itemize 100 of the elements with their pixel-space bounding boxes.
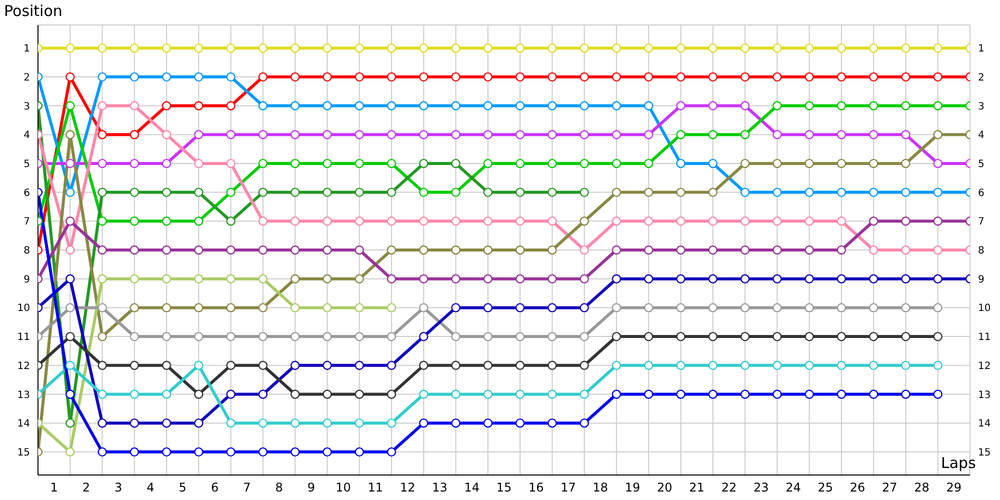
point xyxy=(708,216,718,226)
x-tick-label: 15 xyxy=(496,480,512,495)
point xyxy=(483,303,493,312)
point xyxy=(98,447,107,457)
point xyxy=(708,43,718,53)
point xyxy=(258,43,268,53)
x-tick-label: 23 xyxy=(753,480,769,495)
point xyxy=(483,188,493,197)
point xyxy=(901,245,910,255)
y2-tick-label: 10 xyxy=(978,303,991,314)
point xyxy=(419,390,428,399)
point xyxy=(772,216,782,226)
point xyxy=(194,72,204,82)
point xyxy=(386,245,396,255)
point xyxy=(322,188,332,197)
point xyxy=(354,390,364,399)
point xyxy=(515,332,525,342)
point xyxy=(290,158,300,168)
point xyxy=(226,216,236,226)
point xyxy=(804,390,814,399)
x-axis-title: Laps xyxy=(941,454,976,472)
point xyxy=(322,303,332,312)
point xyxy=(580,158,589,168)
point xyxy=(419,418,428,428)
point xyxy=(451,216,460,226)
point xyxy=(933,216,942,226)
point xyxy=(901,360,910,370)
point xyxy=(515,245,525,255)
point xyxy=(194,101,204,110)
point xyxy=(258,303,268,312)
point xyxy=(933,390,942,399)
point xyxy=(130,245,140,255)
point xyxy=(354,303,364,312)
point xyxy=(226,274,236,284)
point xyxy=(515,43,525,53)
point xyxy=(868,72,878,82)
point xyxy=(258,332,268,342)
point xyxy=(580,130,589,140)
point xyxy=(804,188,814,197)
point xyxy=(483,216,493,226)
point xyxy=(933,245,942,255)
point xyxy=(804,130,814,140)
point xyxy=(386,43,396,53)
point xyxy=(130,332,140,342)
point xyxy=(98,101,107,110)
point xyxy=(515,158,525,168)
point xyxy=(772,188,782,197)
point xyxy=(194,360,204,370)
point xyxy=(451,390,460,399)
point xyxy=(162,418,172,428)
point xyxy=(451,130,460,140)
point xyxy=(386,101,396,110)
point xyxy=(66,43,75,53)
point xyxy=(868,274,878,284)
y-tick-label: 12 xyxy=(17,360,30,372)
point xyxy=(386,274,396,284)
point xyxy=(740,216,750,226)
point xyxy=(130,130,140,140)
point xyxy=(612,43,622,53)
point xyxy=(836,216,846,226)
point xyxy=(483,101,493,110)
x-tick-label: 4 xyxy=(146,480,154,495)
x-tick-label: 26 xyxy=(850,480,866,495)
point xyxy=(194,303,204,312)
point xyxy=(483,72,493,82)
point xyxy=(548,158,557,168)
point xyxy=(98,158,107,168)
point xyxy=(515,72,525,82)
point xyxy=(162,188,172,197)
point xyxy=(419,101,428,110)
point xyxy=(290,332,300,342)
point xyxy=(612,130,622,140)
point xyxy=(290,130,300,140)
point xyxy=(644,360,654,370)
point xyxy=(612,303,622,312)
point xyxy=(580,418,589,428)
point xyxy=(836,101,846,110)
x-tick-label: 9 xyxy=(307,480,315,495)
point xyxy=(386,216,396,226)
point xyxy=(804,72,814,82)
point xyxy=(258,390,268,399)
point xyxy=(451,332,460,342)
point xyxy=(933,274,942,284)
point xyxy=(676,216,686,226)
point xyxy=(130,390,140,399)
point xyxy=(162,447,172,457)
point xyxy=(868,360,878,370)
point xyxy=(419,158,428,168)
point xyxy=(644,101,654,110)
point xyxy=(354,130,364,140)
point xyxy=(868,158,878,168)
point xyxy=(226,332,236,342)
point xyxy=(130,360,140,370)
point xyxy=(258,447,268,457)
point xyxy=(322,43,332,53)
point xyxy=(162,390,172,399)
point xyxy=(612,72,622,82)
point xyxy=(258,188,268,197)
point xyxy=(612,332,622,342)
point xyxy=(772,245,782,255)
